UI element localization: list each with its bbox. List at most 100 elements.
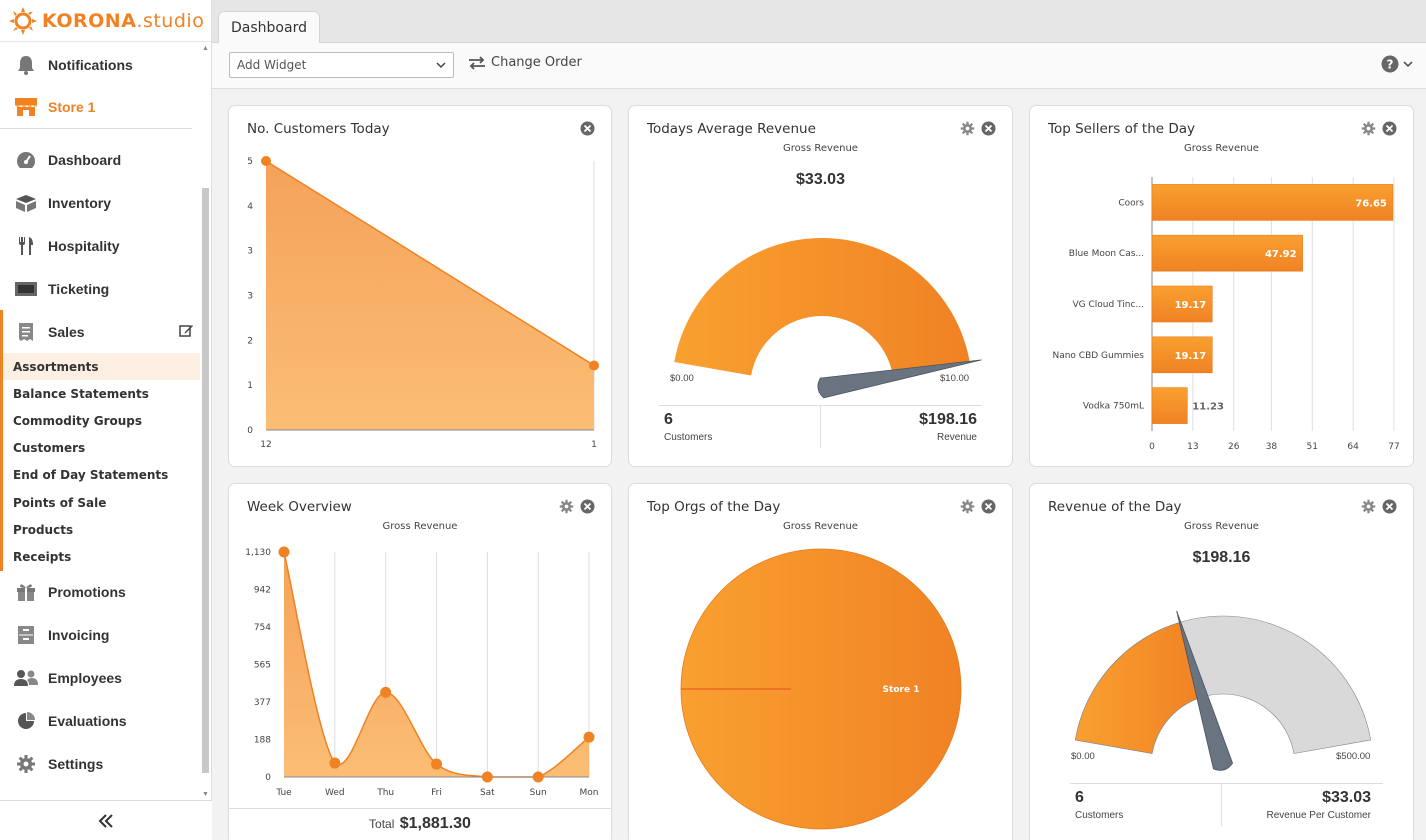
fork-knife-icon <box>13 235 39 257</box>
x-tick-label: 1 <box>591 440 597 450</box>
dashboard-toolbar: Add Widget Change Order ? <box>212 43 1426 89</box>
change-order-label: Change Order <box>491 55 582 70</box>
data-label: 11.23 <box>1192 402 1224 413</box>
x-tick-label: Wed <box>325 788 345 798</box>
data-point <box>583 731 595 743</box>
submenu-item-assortments[interactable]: Assortments <box>3 353 200 381</box>
close-icon[interactable] <box>580 499 595 514</box>
sidebar-item-notifications[interactable]: Notifications <box>0 43 200 86</box>
per-customer-label: Revenue Per Customer <box>1266 810 1372 821</box>
gear-icon[interactable] <box>559 499 574 514</box>
sidebar-item-dashboard[interactable]: Dashboard <box>0 138 200 181</box>
widget-subtitle: Gross Revenue <box>783 143 858 154</box>
gauge-max-label: $10.00 <box>940 373 970 384</box>
close-icon[interactable] <box>580 121 595 136</box>
sidebar-item-settings[interactable]: Settings <box>0 743 200 786</box>
widget-customers-today: No. Customers Today 0 1 2 3 3 4 5 12 1 <box>228 105 612 467</box>
add-widget-select[interactable]: Add Widget <box>229 52 454 78</box>
sidebar-item-evaluations[interactable]: Evaluations <box>0 700 200 743</box>
customers-count: 6 <box>664 411 673 428</box>
sidebar-item-sales[interactable]: Sales <box>0 310 200 353</box>
data-point <box>481 771 493 783</box>
top-sellers-bar-chart: 0 13 26 38 51 64 77 Coors 76.65 Blue Moon Cas... 4… <box>1052 177 1400 452</box>
close-icon[interactable] <box>1382 121 1397 136</box>
logo[interactable]: KORONA.studio <box>0 0 211 42</box>
x-tick-label: 13 <box>1187 442 1198 452</box>
y-tick-label: 1 <box>247 381 253 391</box>
cabinet-icon <box>13 624 39 646</box>
change-order-button[interactable]: Change Order <box>468 55 582 70</box>
close-icon[interactable] <box>1382 499 1397 514</box>
x-tick-label: 38 <box>1266 442 1278 452</box>
widget-title: Todays Average Revenue <box>647 121 816 137</box>
total-value: $1,881.30 <box>399 815 471 832</box>
gauge-value: $33.03 <box>796 171 845 188</box>
scrollbar-thumb[interactable] <box>202 188 209 773</box>
widget-avg-revenue: Todays Average Revenue Gross Revenue $33… <box>628 105 1013 467</box>
close-icon[interactable] <box>981 121 996 136</box>
sidebar-item-inventory[interactable]: Inventory <box>0 181 200 224</box>
customers-label: Customers <box>664 432 713 443</box>
double-chevron-left-icon <box>98 813 113 828</box>
submenu-item-products[interactable]: Products <box>13 522 74 537</box>
sidebar-item-label: Inventory <box>48 194 112 211</box>
submenu-item-balance-statements[interactable]: Balance Statements <box>13 386 149 401</box>
widget-subtitle: Gross Revenue <box>1184 143 1259 154</box>
scroll-up-icon[interactable]: ▲ <box>202 45 209 52</box>
bell-icon <box>13 54 39 76</box>
gear-icon[interactable] <box>1361 499 1376 514</box>
submenu-item-receipts[interactable]: Receipts <box>13 549 72 564</box>
sidebar-scrollbar[interactable]: ▲ ▼ <box>201 43 210 800</box>
edit-icon[interactable] <box>179 323 194 341</box>
data-label: 76.65 <box>1355 198 1387 209</box>
inventory-icon <box>13 192 39 214</box>
gauge-value-arc <box>1074 621 1203 754</box>
data-point <box>380 686 392 698</box>
submenu-item-end-of-day-statements[interactable]: End of Day Statements <box>13 468 169 483</box>
y-tick-label: 3 <box>247 247 253 257</box>
svg-text:?: ? <box>1387 58 1394 72</box>
gear-icon[interactable] <box>960 499 975 514</box>
week-area-chart: Tue Wed Thu Fri Sat Sun Mon 0 188 377 565 754 942 1,1… <box>245 546 598 798</box>
customers-label: Customers <box>1075 810 1124 821</box>
users-icon <box>13 667 39 689</box>
widget-subtitle: Gross Revenue <box>783 521 858 532</box>
y-tick-label: 188 <box>254 736 271 746</box>
tab-dashboard[interactable]: Dashboard <box>218 11 320 44</box>
y-tick-label: 0 <box>247 426 253 436</box>
collapse-sidebar-button[interactable] <box>0 800 212 840</box>
sidebar-item-hospitality[interactable]: Hospitality <box>0 224 200 267</box>
gauge-value: $198.16 <box>1192 549 1251 566</box>
x-tick-label: 64 <box>1347 442 1359 452</box>
gauge-min-label: $0.00 <box>670 373 694 384</box>
x-tick-label: 77 <box>1388 442 1399 452</box>
scroll-down-icon[interactable]: ▼ <box>202 791 209 798</box>
gift-icon <box>13 581 39 603</box>
category-label: Blue Moon Cas... <box>1069 249 1144 259</box>
data-point <box>329 757 341 769</box>
submenu-item-customers[interactable]: Customers <box>13 441 86 456</box>
y-tick-label: 0 <box>265 773 271 783</box>
gear-icon[interactable] <box>1361 121 1376 136</box>
help-icon: ? <box>1381 55 1399 73</box>
help-menu-button[interactable]: ? <box>1381 55 1414 73</box>
per-customer-value: $33.03 <box>1322 789 1371 806</box>
close-icon[interactable] <box>981 499 996 514</box>
submenu-item-commodity-groups[interactable]: Commodity Groups <box>13 413 143 428</box>
sidebar-item-promotions[interactable]: Promotions <box>0 571 200 614</box>
area-fill <box>284 552 589 777</box>
submenu-item-points-of-sale[interactable]: Points of Sale <box>13 495 107 510</box>
sidebar-item-employees[interactable]: Employees <box>0 657 200 700</box>
gear-icon[interactable] <box>960 121 975 136</box>
data-label: 47.92 <box>1265 249 1297 260</box>
bar <box>1151 336 1213 374</box>
sidebar-item-ticketing[interactable]: Ticketing <box>0 267 200 310</box>
data-label: 19.17 <box>1175 351 1207 362</box>
ticket-icon <box>13 278 39 300</box>
sidebar-item-invoicing[interactable]: Invoicing <box>0 614 200 657</box>
sales-submenu: Assortments Balance Statements Commodity… <box>0 353 200 571</box>
sidebar-item-label: Settings <box>48 756 104 772</box>
category-label: VG Cloud Tinc... <box>1072 300 1144 310</box>
sidebar-item-store[interactable]: Store 1 <box>0 86 192 129</box>
y-tick-label: 4 <box>247 202 253 212</box>
